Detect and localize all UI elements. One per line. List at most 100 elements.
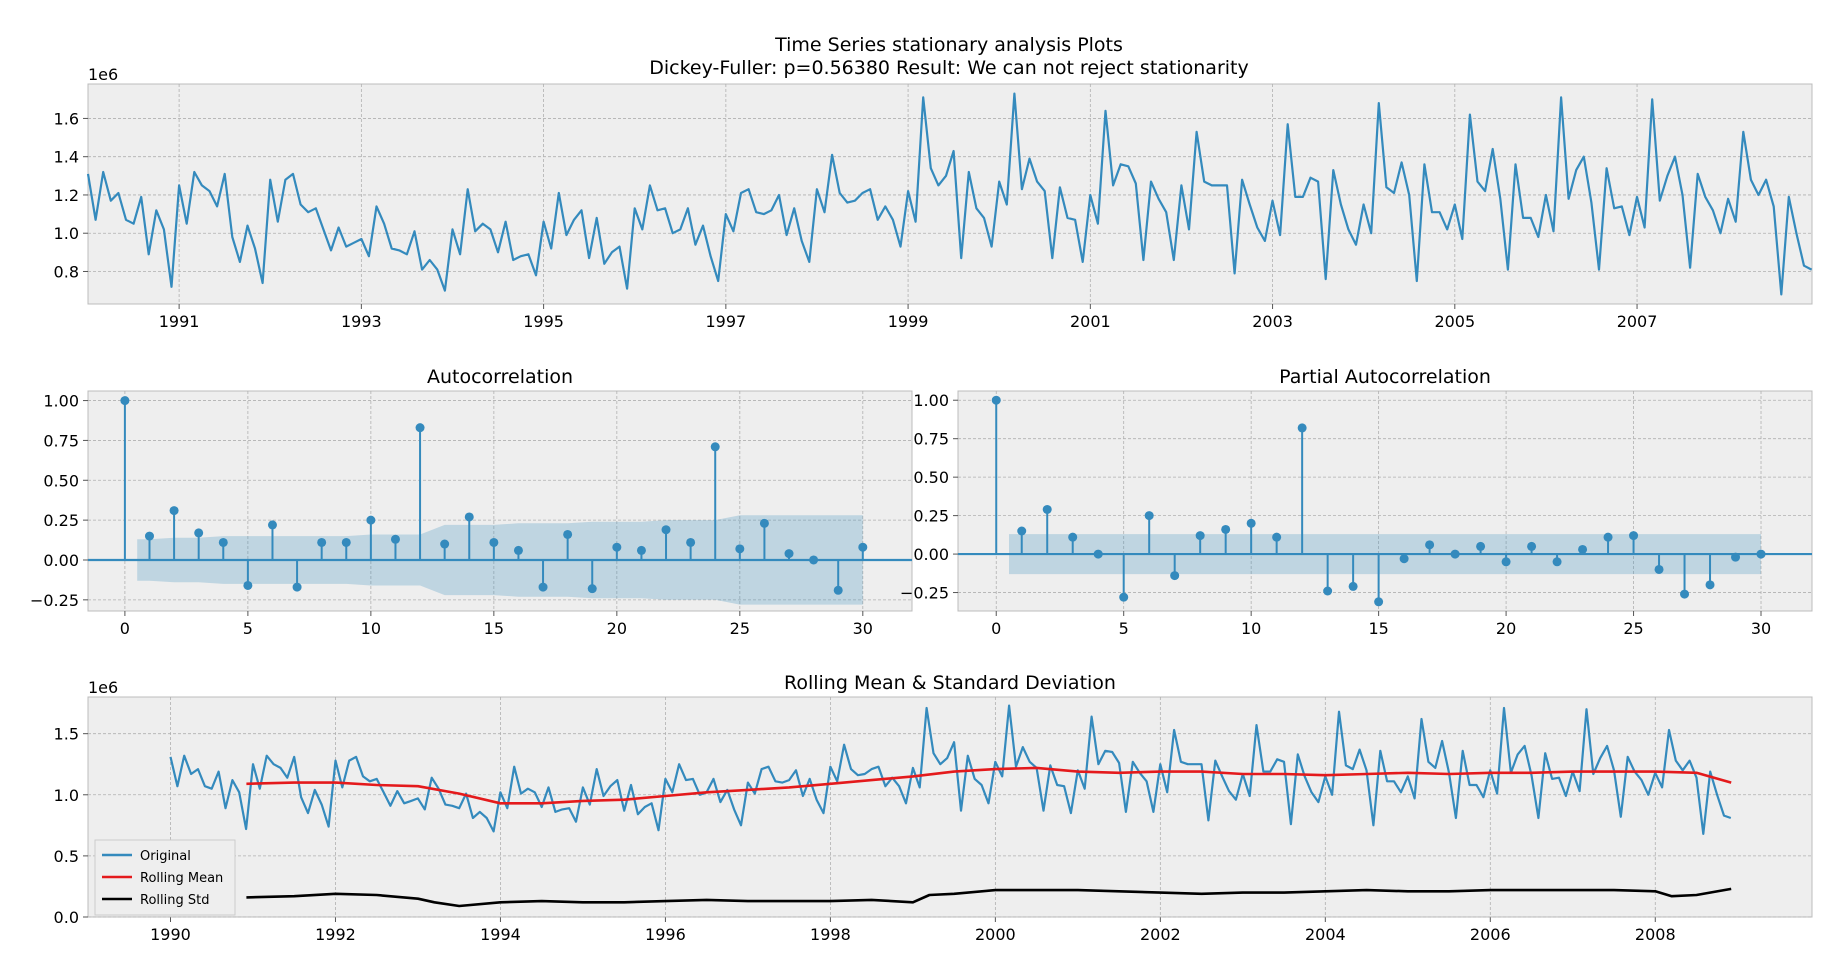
acf-x-tick-label: 5 <box>243 619 253 638</box>
acf-marker <box>243 581 252 590</box>
pacf-marker <box>1604 533 1613 542</box>
series-x-tick-label: 1997 <box>705 312 746 331</box>
pacf-marker <box>1680 590 1689 599</box>
acf-plot: 0 5 10 15 20 25 30 −0.25 0.00 0.25 0.50 0.75 1.00 Aut… <box>30 366 912 638</box>
acf-marker <box>342 538 351 547</box>
acf-y-tick-label: 0.25 <box>43 511 79 530</box>
acf-marker <box>268 520 277 529</box>
pacf-marker <box>1655 565 1664 574</box>
acf-marker <box>686 538 695 547</box>
acf-marker <box>317 538 326 547</box>
series-x-tick-label: 2001 <box>1070 312 1111 331</box>
acf-marker <box>662 525 671 534</box>
rolling-x-tick-label: 1996 <box>645 925 686 944</box>
acf-marker <box>293 583 302 592</box>
pacf-x-tick-label: 15 <box>1368 619 1388 638</box>
pacf-x-tick-label: 30 <box>1751 619 1771 638</box>
series-x-tick-label: 2005 <box>1434 312 1475 331</box>
acf-x-tick-label: 0 <box>120 619 130 638</box>
acf-marker <box>735 544 744 553</box>
rolling-y-exponent: 1e6 <box>88 678 118 697</box>
acf-x-tick-label: 15 <box>484 619 504 638</box>
pacf-marker <box>1094 550 1103 559</box>
pacf-x-tick-label: 0 <box>991 619 1001 638</box>
pacf-marker <box>1502 557 1511 566</box>
acf-marker <box>834 586 843 595</box>
pacf-marker <box>1298 423 1307 432</box>
pacf-y-tick-label: 1.00 <box>913 391 949 410</box>
acf-marker <box>219 538 228 547</box>
legend-original-label: Original <box>140 849 191 864</box>
pacf-marker <box>1196 531 1205 540</box>
acf-x-tick-label: 10 <box>361 619 381 638</box>
rolling-title: Rolling Mean & Standard Deviation <box>784 672 1116 694</box>
pacf-x-tick-label: 10 <box>1241 619 1261 638</box>
acf-y-tick-label: 0.75 <box>43 431 79 450</box>
rolling-x-tick-label: 1990 <box>150 925 191 944</box>
rolling-x-tick-label: 1994 <box>480 925 521 944</box>
pacf-y-tick-label: 0.75 <box>913 430 949 449</box>
acf-y-tick-label: −0.25 <box>30 591 79 610</box>
pacf-marker <box>1374 597 1383 606</box>
series-x-tick-label: 2007 <box>1617 312 1658 331</box>
rolling-y-tick-label: 1.5 <box>54 725 79 744</box>
pacf-x-tick-label: 20 <box>1496 619 1516 638</box>
pacf-title: Partial Autocorrelation <box>1279 366 1491 388</box>
pacf-marker <box>1119 593 1128 602</box>
pacf-marker <box>1170 571 1179 580</box>
acf-marker <box>194 528 203 537</box>
legend-mean-label: Rolling Mean <box>140 871 223 886</box>
acf-marker <box>539 583 548 592</box>
acf-marker <box>170 506 179 515</box>
acf-marker <box>465 512 474 521</box>
acf-x-tick-label: 20 <box>607 619 627 638</box>
series-y-tick-label: 1.2 <box>54 186 79 205</box>
figure-title-line1: Time Series stationary analysis Plots <box>774 34 1123 56</box>
acf-marker <box>612 543 621 552</box>
legend: Original Rolling Mean Rolling Std <box>95 840 235 915</box>
pacf-marker <box>1425 540 1434 549</box>
series-x-tick-label: 2003 <box>1252 312 1293 331</box>
acf-marker <box>391 535 400 544</box>
series-y-exponent: 1e6 <box>88 65 118 84</box>
acf-marker <box>809 555 818 564</box>
series-x-tick-label: 1995 <box>523 312 564 331</box>
pacf-marker <box>1349 582 1358 591</box>
rolling-x-tick-label: 2006 <box>1470 925 1511 944</box>
series-y-tick-label: 1.6 <box>54 109 79 128</box>
rolling-y-tick-label: 0.0 <box>54 908 79 927</box>
acf-marker <box>563 530 572 539</box>
series-y-tick-label: 1.4 <box>54 148 79 167</box>
pacf-marker <box>1272 533 1281 542</box>
acf-title: Autocorrelation <box>427 366 573 388</box>
figure-title-line2: Dickey-Fuller: p=0.56380 Result: We can … <box>649 57 1249 79</box>
pacf-marker <box>1043 505 1052 514</box>
rolling-x-tick-label: 2008 <box>1635 925 1676 944</box>
series-y-tick-label: 1.0 <box>54 224 79 243</box>
pacf-marker <box>1578 545 1587 554</box>
rolling-plot-area <box>88 697 1812 917</box>
acf-marker <box>760 519 769 528</box>
pacf-marker <box>1527 542 1536 551</box>
pacf-marker <box>1323 587 1332 596</box>
rolling-x-tick-label: 2004 <box>1305 925 1346 944</box>
series-y-tick-label: 0.8 <box>54 262 79 281</box>
pacf-y-tick-label: 0.00 <box>913 545 949 564</box>
rolling-x-tick-label: 2002 <box>1140 925 1181 944</box>
pacf-marker <box>1068 533 1077 542</box>
pacf-marker <box>1451 550 1460 559</box>
acf-marker <box>785 549 794 558</box>
series-x-tick-label: 1993 <box>341 312 382 331</box>
pacf-marker <box>1757 550 1766 559</box>
rolling-y-tick-label: 0.5 <box>54 847 79 866</box>
pacf-marker <box>1476 542 1485 551</box>
pacf-y-tick-label: 0.25 <box>913 507 949 526</box>
series-x-tick-label: 1991 <box>159 312 200 331</box>
acf-marker <box>120 396 129 405</box>
acf-marker <box>145 532 154 541</box>
pacf-marker <box>992 396 1001 405</box>
acf-marker <box>637 546 646 555</box>
pacf-marker <box>1731 553 1740 562</box>
pacf-marker <box>1400 554 1409 563</box>
